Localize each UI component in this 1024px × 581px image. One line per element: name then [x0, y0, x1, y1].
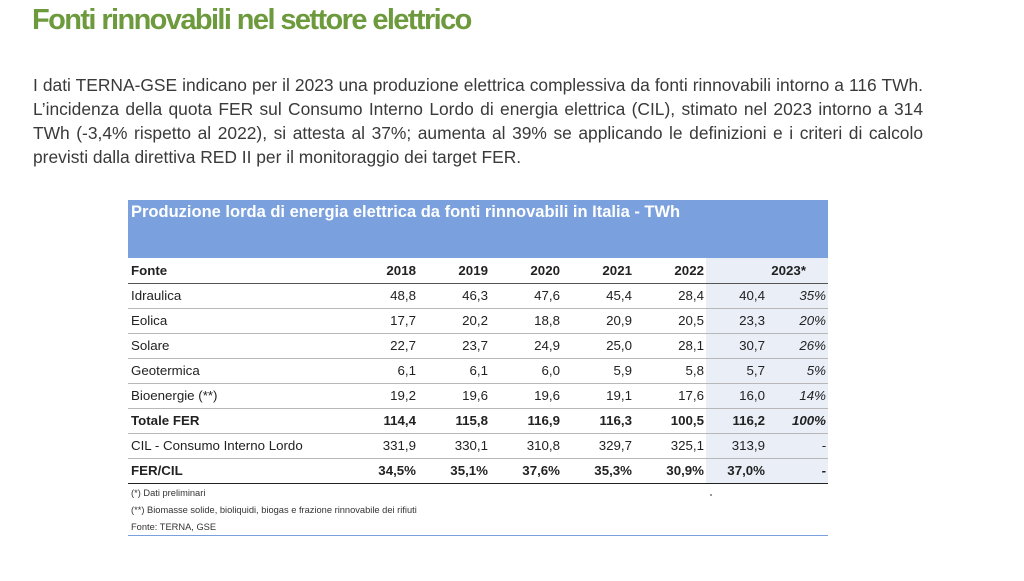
cell: 19,1 — [562, 383, 634, 409]
cell: 22,7 — [351, 333, 418, 359]
table-caption: Produzione lorda di energia elettrica da… — [128, 200, 828, 258]
cell-2023: 313,9 — [706, 433, 767, 459]
row-label: Totale FER — [128, 407, 351, 434]
cell-share: 20% — [767, 308, 828, 334]
table-caption-text: Produzione lorda di energia elettrica da… — [131, 203, 681, 221]
note-source: Fonte: TERNA, GSE — [131, 522, 217, 532]
row-label: Solare — [128, 333, 351, 359]
cell: 310,8 — [490, 433, 562, 459]
cell: 19,6 — [418, 383, 490, 409]
cell: 48,8 — [351, 283, 418, 309]
cell-share: 14% — [767, 383, 828, 409]
cell: 116,3 — [562, 407, 634, 434]
cell-share: 100% — [767, 407, 828, 434]
cell: 116,9 — [490, 407, 562, 434]
cell-share: 5% — [767, 358, 828, 384]
cell: 37,6% — [490, 458, 562, 484]
cell: 46,3 — [418, 283, 490, 309]
cell: 6,0 — [490, 358, 562, 384]
cell: 45,4 — [562, 283, 634, 309]
table-row: Idraulica 48,8 46,3 47,6 45,4 28,4 40,4 … — [128, 283, 828, 309]
cell-2023: 5,7 — [706, 358, 767, 384]
cell: 20,5 — [634, 308, 706, 334]
header-year: 2021 — [562, 258, 634, 284]
cell-2023: 116,2 — [706, 407, 767, 434]
cell: 35,3% — [562, 458, 634, 484]
cell: 115,8 — [418, 407, 490, 434]
cell: 20,9 — [562, 308, 634, 334]
row-label: Bioenergie (**) — [128, 383, 351, 409]
table-notes: (*) Dati preliminari (**) Biomasse solid… — [131, 486, 417, 537]
table-row: Eolica 17,7 20,2 18,8 20,9 20,5 23,3 20% — [128, 308, 828, 334]
cell: 5,9 — [562, 358, 634, 384]
cell: 34,5% — [351, 458, 418, 484]
row-label: CIL - Consumo Interno Lordo — [128, 433, 351, 459]
cell-share: - — [767, 433, 828, 459]
row-label: Eolica — [128, 308, 351, 334]
page-title: Fonti rinnovabili nel settore elettrico — [32, 4, 472, 36]
header-year: 2022 — [634, 258, 706, 284]
cell: 19,6 — [490, 383, 562, 409]
cell: 28,1 — [634, 333, 706, 359]
cell: 28,4 — [634, 283, 706, 309]
cell-2023: 23,3 — [706, 308, 767, 334]
table-header-row: Fonte 2018 2019 2020 2021 2022 2023* — [128, 258, 828, 284]
header-year: 2019 — [418, 258, 490, 284]
cell-share: 26% — [767, 333, 828, 359]
cell: 329,7 — [562, 433, 634, 459]
table-row: Solare 22,7 23,7 24,9 25,0 28,1 30,7 26% — [128, 333, 828, 359]
intro-paragraph: I dati TERNA-GSE indicano per il 2023 un… — [33, 75, 923, 167]
header-year: 2018 — [351, 258, 418, 284]
header-year-2023: 2023* — [706, 258, 828, 284]
cell-2023: 37,0% — [706, 458, 767, 484]
table-row: Bioenergie (**) 19,2 19,6 19,6 19,1 17,6… — [128, 383, 828, 409]
cell: 35,1% — [418, 458, 490, 484]
table-row: Geotermica 6,1 6,1 6,0 5,9 5,8 5,7 5% — [128, 358, 828, 384]
header-year: 2020 — [490, 258, 562, 284]
cell: 30,9% — [634, 458, 706, 484]
stray-dot — [710, 494, 712, 496]
cell: 23,7 — [418, 333, 490, 359]
cell: 20,2 — [418, 308, 490, 334]
header-fonte: Fonte — [128, 258, 351, 284]
bottom-divider — [128, 535, 828, 536]
cell: 331,9 — [351, 433, 418, 459]
cell-2023: 30,7 — [706, 333, 767, 359]
cell: 5,8 — [634, 358, 706, 384]
cell: 6,1 — [418, 358, 490, 384]
cell: 17,6 — [634, 383, 706, 409]
data-table: Fonte 2018 2019 2020 2021 2022 2023* Idr… — [128, 258, 828, 484]
cell: 330,1 — [418, 433, 490, 459]
cil-row: CIL - Consumo Interno Lordo 331,9 330,1 … — [128, 433, 828, 459]
cell-share: 35% — [767, 283, 828, 309]
cell-2023: 16,0 — [706, 383, 767, 409]
renewables-table: Produzione lorda di energia elettrica da… — [128, 200, 828, 484]
cell: 47,6 — [490, 283, 562, 309]
cell-share: - — [767, 458, 828, 484]
note-bioenergy: (**) Biomasse solide, bioliquidi, biogas… — [131, 505, 417, 515]
cell: 19,2 — [351, 383, 418, 409]
row-label: FER/CIL — [128, 458, 351, 484]
total-row: Totale FER 114,4 115,8 116,9 116,3 100,5… — [128, 407, 828, 434]
cell: 114,4 — [351, 407, 418, 434]
cell-2023: 40,4 — [706, 283, 767, 309]
cell: 25,0 — [562, 333, 634, 359]
cell: 100,5 — [634, 407, 706, 434]
cell: 24,9 — [490, 333, 562, 359]
cell: 325,1 — [634, 433, 706, 459]
cell: 17,7 — [351, 308, 418, 334]
row-label: Geotermica — [128, 358, 351, 384]
row-label: Idraulica — [128, 283, 351, 309]
note-preliminary: (*) Dati preliminari — [131, 488, 206, 498]
fer-cil-row: FER/CIL 34,5% 35,1% 37,6% 35,3% 30,9% 37… — [128, 458, 828, 484]
cell: 6,1 — [351, 358, 418, 384]
cell: 18,8 — [490, 308, 562, 334]
